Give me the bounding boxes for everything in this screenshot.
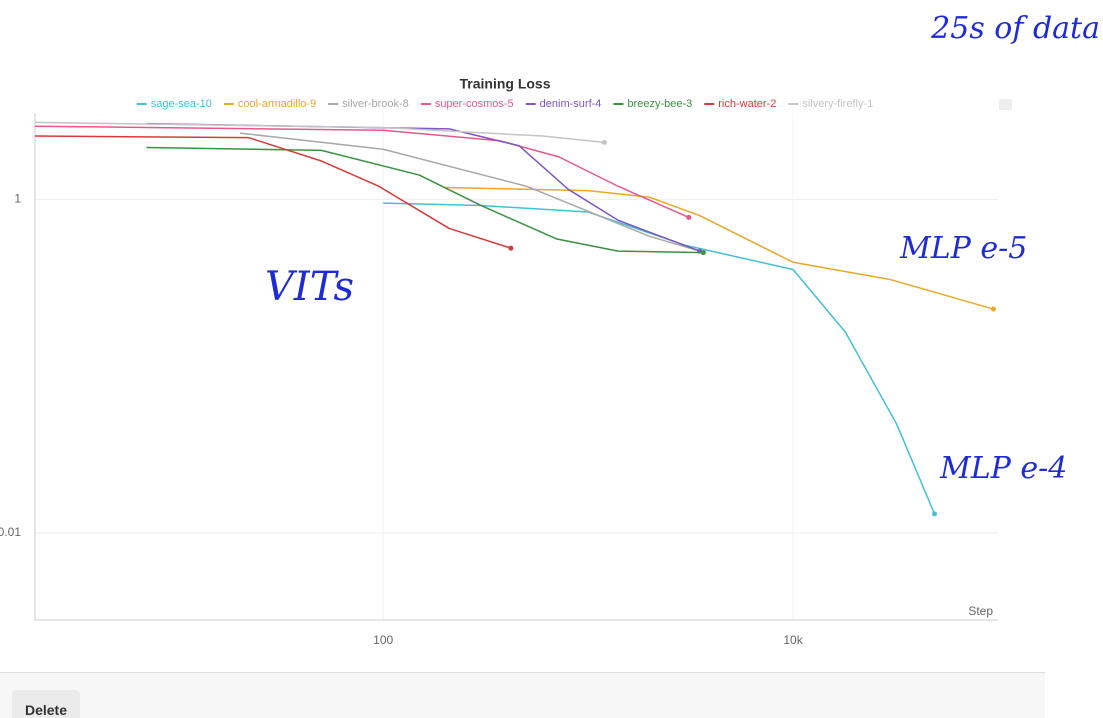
annotation: MLP e-5	[899, 231, 1027, 266]
end-point	[990, 306, 996, 312]
end-point	[686, 214, 692, 220]
x-axis-label: Step	[968, 604, 993, 618]
legend-label: rich-water-2	[718, 98, 776, 110]
legend-label: cool-armadillo-9	[238, 98, 316, 110]
footer	[0, 672, 1045, 718]
end-point	[601, 139, 607, 145]
annotation: 25s of data	[930, 11, 1100, 46]
annotation: MLP e-4	[939, 451, 1067, 486]
x-tick-label: 100	[373, 633, 393, 647]
x-tick-label: 10k	[783, 633, 803, 647]
legend-label: sage-sea-10	[151, 98, 212, 110]
delete-button[interactable]: Delete	[12, 690, 80, 718]
legend-label: breezy-bee-3	[627, 98, 692, 110]
legend-label: silvery-firefly-1	[802, 98, 873, 110]
line-series	[34, 135, 512, 249]
y-tick-label: 1	[14, 192, 21, 206]
line-series	[34, 121, 605, 144]
legend-scroll[interactable]	[999, 99, 1012, 110]
line-series	[239, 132, 700, 252]
chart: Training Loss Step 1 0.01 100 10k sage-sea-1…	[0, 0, 1103, 672]
line-series	[34, 125, 690, 219]
line-series	[383, 202, 936, 515]
background	[0, 0, 1103, 672]
annotation: VITs	[265, 264, 354, 310]
line-series	[444, 186, 994, 310]
y-tick-label: 0.01	[0, 525, 21, 539]
legend-label: silver-brook-8	[342, 98, 409, 110]
legend-label: super-cosmos-5	[435, 98, 514, 110]
end-point	[508, 245, 514, 251]
chart-title: Training Loss	[459, 76, 550, 92]
line-series	[146, 146, 704, 254]
legend-label: denim-surf-4	[540, 98, 602, 110]
end-point	[700, 250, 706, 256]
end-point	[932, 511, 938, 517]
